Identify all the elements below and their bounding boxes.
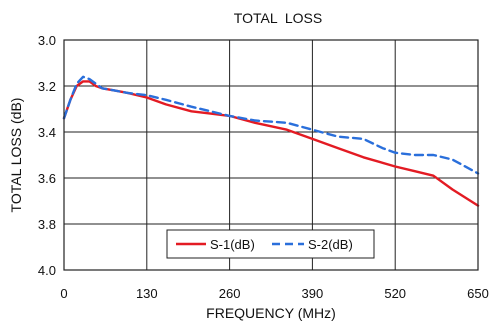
legend: S-1(dB) S-2(dB) (166, 229, 375, 259)
series-lines (62, 75, 480, 207)
y-tick-label: 3.4 (38, 125, 56, 140)
x-tick-label: 520 (384, 286, 406, 301)
x-tick-label: 130 (136, 286, 158, 301)
y-tick-labels: 3.0 3.2 3.4 3.6 3.8 4.0 (38, 33, 56, 278)
x-tick-label: 650 (467, 286, 489, 301)
legend-box (166, 229, 375, 259)
y-tick-label: 3.8 (38, 217, 56, 232)
y-tick-label: 3.6 (38, 171, 56, 186)
plot-frame (63, 39, 479, 271)
y-axis-label: TOTAL LOSS (dB) (8, 98, 24, 213)
y-tick-label: 3.2 (38, 79, 56, 94)
x-tick-labels: 0 130 260 390 520 650 (60, 286, 488, 301)
series-line-2 (62, 75, 480, 175)
legend-label-s2: S-2(dB) (308, 237, 353, 252)
y-tick-label: 4.0 (38, 263, 56, 278)
chart-title: TOTAL LOSS (234, 10, 322, 26)
y-tick-label: 3.0 (38, 33, 56, 48)
x-tick-label: 260 (219, 286, 241, 301)
x-tick-label: 390 (302, 286, 324, 301)
legend-label-s1: S-1(dB) (210, 237, 255, 252)
x-axis-label: FREQUENCY (MHz) (206, 305, 336, 321)
series-line-1 (62, 80, 480, 207)
x-tick-label: 0 (60, 286, 67, 301)
